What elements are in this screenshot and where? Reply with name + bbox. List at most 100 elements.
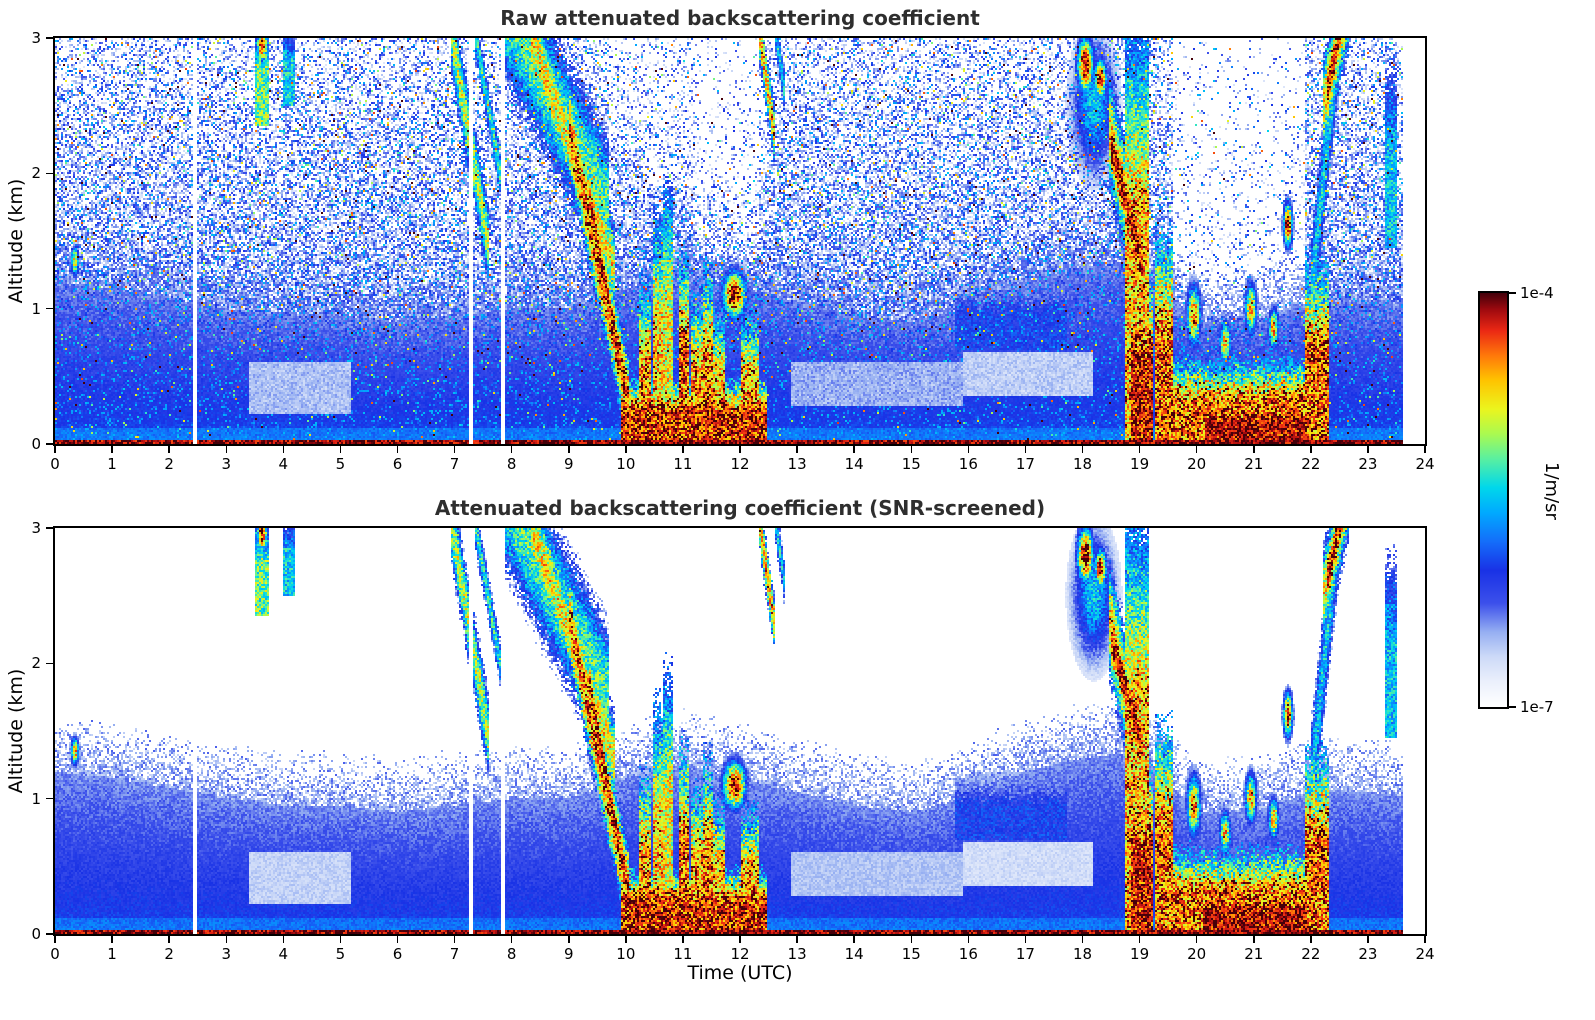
x-tick-label: 23 — [1358, 945, 1378, 963]
colorbar-min-tick — [1509, 706, 1516, 708]
x-tick-label: 18 — [1072, 455, 1093, 473]
x-tick — [967, 446, 970, 453]
x-tick — [54, 446, 56, 453]
x-tick-label: 5 — [335, 945, 346, 963]
x-tick-label: 18 — [1072, 945, 1093, 963]
x-tick-label: 12 — [730, 945, 750, 963]
x-tick-label: 13 — [787, 455, 807, 473]
x-tick-label: 7 — [449, 455, 460, 473]
y-tick-label: 3 — [31, 29, 41, 47]
y-tick-label: 0 — [31, 435, 41, 453]
x-tick — [168, 936, 170, 943]
y-axis-label-raw: Altitude (km) — [5, 178, 27, 304]
x-tick-label: 8 — [506, 945, 517, 963]
x-tick — [168, 446, 170, 453]
x-tick — [111, 446, 113, 453]
x-tick — [1424, 936, 1426, 943]
x-tick-label: 2 — [164, 945, 174, 963]
x-tick — [1195, 446, 1198, 453]
x-tick — [739, 446, 741, 453]
x-tick-label: 23 — [1358, 455, 1378, 473]
x-tick — [339, 446, 342, 453]
y-tick — [46, 527, 53, 529]
x-tick — [510, 446, 513, 453]
panel-raw-plotbox — [53, 36, 1427, 446]
x-tick — [967, 936, 970, 943]
x-tick — [396, 936, 399, 943]
x-tick-label: 14 — [844, 455, 864, 473]
x-tick-label: 11 — [673, 945, 693, 963]
x-tick — [1367, 446, 1369, 453]
x-tick-label: 14 — [844, 945, 864, 963]
x-tick-label: 8 — [506, 455, 517, 473]
x-tick — [396, 446, 399, 453]
x-tick-label: 24 — [1415, 945, 1435, 963]
colorbar-max-label: 1e-4 — [1520, 284, 1554, 302]
x-tick — [453, 446, 456, 453]
colorbar-min-label: 1e-7 — [1520, 698, 1554, 716]
x-tick — [739, 936, 741, 943]
x-tick — [1138, 936, 1141, 943]
y-tick — [46, 797, 53, 800]
x-tick — [1310, 446, 1312, 453]
x-tick-label: 0 — [50, 945, 60, 963]
y-tick — [46, 37, 53, 39]
x-tick — [568, 936, 570, 943]
x-tick-label: 9 — [563, 455, 574, 473]
x-tick — [1310, 936, 1312, 943]
x-tick — [853, 446, 855, 453]
x-tick-label: 17 — [1015, 455, 1035, 473]
x-tick-label: 20 — [1187, 945, 1207, 963]
x-tick — [1138, 446, 1141, 453]
x-tick-label: 13 — [787, 945, 807, 963]
x-tick-label: 10 — [616, 455, 636, 473]
x-tick-label: 2 — [164, 455, 174, 473]
y-tick-label: 3 — [31, 519, 41, 537]
y-tick — [46, 662, 53, 665]
x-tick-label: 19 — [1130, 455, 1150, 473]
x-tick — [1081, 446, 1084, 453]
x-tick-label: 15 — [901, 455, 921, 473]
x-tick — [339, 936, 342, 943]
x-tick-label: 6 — [392, 945, 403, 963]
x-tick-label: 6 — [392, 455, 403, 473]
x-tick — [1424, 446, 1426, 453]
colorbar-max-tick — [1509, 292, 1516, 294]
x-tick — [910, 446, 912, 453]
x-tick — [1024, 936, 1027, 943]
x-tick — [910, 936, 912, 943]
colorbar — [1478, 291, 1509, 709]
panel-screened-title: Attenuated backscattering coefficient (S… — [434, 496, 1046, 520]
x-tick — [1253, 446, 1255, 453]
x-tick-label: 3 — [221, 945, 232, 963]
x-tick-label: 1 — [107, 455, 117, 473]
x-tick — [796, 446, 798, 453]
panel-raw-title: Raw attenuated backscattering coefficien… — [500, 6, 980, 30]
y-axis-label-screened: Altitude (km) — [5, 668, 27, 794]
x-tick — [54, 936, 56, 943]
x-tick-label: 4 — [278, 945, 289, 963]
x-tick-label: 16 — [958, 455, 978, 473]
y-tick-label: 1 — [31, 299, 41, 318]
x-tick — [282, 936, 285, 943]
x-tick — [111, 936, 113, 943]
x-tick-label: 0 — [50, 455, 60, 473]
x-tick-label: 9 — [563, 945, 574, 963]
x-tick-label: 10 — [616, 945, 636, 963]
x-tick — [225, 446, 227, 453]
x-tick-label: 12 — [730, 455, 750, 473]
x-tick — [225, 936, 227, 943]
x-tick — [853, 936, 855, 943]
x-tick-label: 21 — [1244, 455, 1264, 473]
y-tick-label: 0 — [31, 925, 41, 943]
x-tick-label: 1 — [107, 945, 117, 963]
panel-screened-plotbox — [53, 526, 1427, 936]
x-tick — [682, 936, 684, 943]
heatmap-canvas-screened — [55, 528, 1425, 934]
x-tick-label: 22 — [1301, 455, 1321, 473]
x-tick — [510, 936, 513, 943]
x-tick — [568, 446, 570, 453]
x-tick-label: 20 — [1187, 455, 1207, 473]
x-tick — [1081, 936, 1084, 943]
